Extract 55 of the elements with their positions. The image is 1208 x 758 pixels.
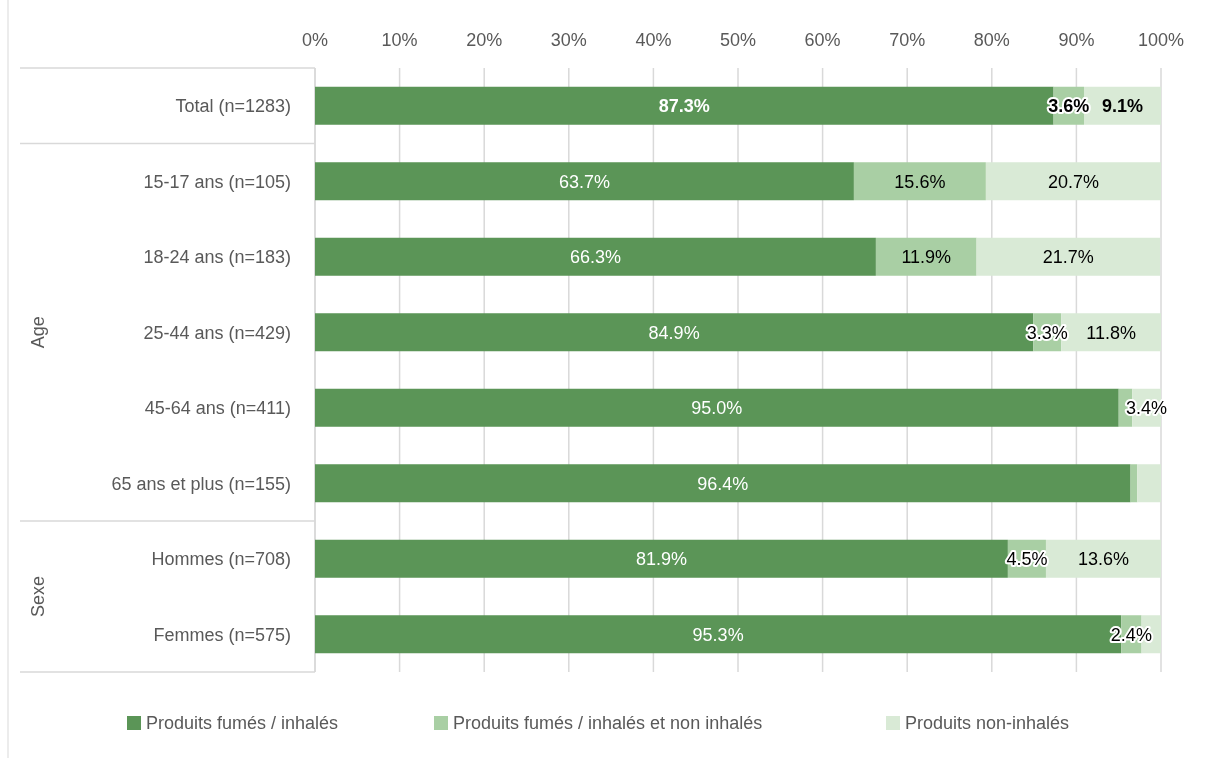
x-tick-label: 60% xyxy=(804,30,841,51)
bar xyxy=(315,388,1119,427)
x-tick-label: 80% xyxy=(973,30,1010,51)
y-tick-label: 45-64 ans (n=411) xyxy=(144,398,291,419)
x-tick-label: 20% xyxy=(466,30,503,51)
data-label: 2.4% xyxy=(1110,624,1152,645)
x-tick-label: 100% xyxy=(1137,30,1185,51)
text: Age xyxy=(28,316,49,349)
x-tick-label: 10% xyxy=(381,30,418,51)
text: Sexe xyxy=(28,575,49,618)
data-label: 95.0% xyxy=(691,398,743,419)
bar xyxy=(315,464,1131,503)
y-tick-label: 18-24 ans (n=183) xyxy=(143,247,291,268)
data-label: 63.7% xyxy=(558,171,610,192)
x-tick-label: 0% xyxy=(301,30,329,51)
data-label: 20.7% xyxy=(1047,171,1099,192)
bar xyxy=(315,237,876,276)
data-label: 87.3% xyxy=(658,96,710,117)
data-label: 4.5% xyxy=(1006,549,1048,570)
data-label: 13.6% xyxy=(1077,549,1129,570)
x-tick-label: 70% xyxy=(889,30,926,51)
bar xyxy=(1045,539,1161,578)
bar xyxy=(315,539,1008,578)
y-tick-label: Hommes (n=708) xyxy=(151,549,291,570)
data-label: 15.6% xyxy=(894,171,946,192)
data-label: 84.9% xyxy=(648,322,700,343)
data-label: 3.4% xyxy=(1126,398,1168,419)
data-label: 96.4% xyxy=(697,473,749,494)
legend-label: Produits fumés / inhalés et non inhalés xyxy=(453,713,763,734)
data-label: 3.3% xyxy=(1026,322,1068,343)
y-tick-label: Total (n=1283) xyxy=(175,96,291,117)
bar xyxy=(976,237,1161,276)
bar xyxy=(853,162,986,201)
bar xyxy=(315,162,854,201)
data-label: 9.1% xyxy=(1101,96,1144,117)
data-label: 11.9% xyxy=(901,247,952,268)
y-tick-label: 25-44 ans (n=429) xyxy=(143,322,291,343)
x-tick-label: 90% xyxy=(1058,30,1095,51)
data-label: 11.8% xyxy=(1086,322,1136,343)
data-label: 95.3% xyxy=(692,624,744,645)
data-label: 3.6% xyxy=(1048,96,1090,117)
bar xyxy=(1137,464,1161,503)
legend-label: Produits non-inhalés xyxy=(905,713,1070,734)
y-tick-label: Femmes (n=575) xyxy=(153,624,291,645)
y-tick-label: 15-17 ans (n=105) xyxy=(143,171,291,192)
x-tick-label: 50% xyxy=(719,30,757,51)
y-tick-label: 65 ans et plus (n=155) xyxy=(111,473,291,494)
x-tick-label: 30% xyxy=(550,30,587,51)
data-label: 81.9% xyxy=(635,549,687,570)
legend-label: Produits fumés / inhalés xyxy=(146,713,339,734)
x-tick-label: 40% xyxy=(635,30,672,51)
data-label: 66.3% xyxy=(569,247,621,268)
bar xyxy=(875,237,977,276)
data-label: 21.7% xyxy=(1042,247,1094,268)
bar xyxy=(985,162,1161,201)
